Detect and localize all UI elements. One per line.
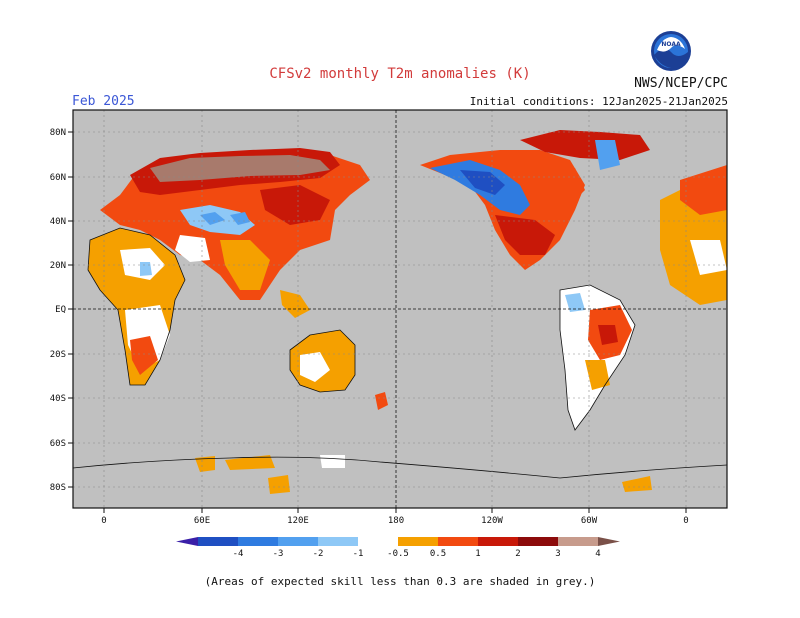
lat-label: EQ <box>55 305 66 315</box>
colorbar-label: -4 <box>233 549 244 559</box>
lon-label: 0 <box>683 516 688 526</box>
colorbar-label: 1 <box>475 549 480 559</box>
lat-label: 40N <box>50 217 66 227</box>
coastlines <box>73 227 727 479</box>
colorbar-label: -3 <box>273 549 284 559</box>
colorbar-label: 2 <box>515 549 520 559</box>
colorbar-label: -1 <box>353 549 364 559</box>
forecast-month: Feb 2025 <box>72 94 135 109</box>
agency-label: NWS/NCEP/CPC <box>634 76 728 91</box>
lat-label: 60N <box>50 173 66 183</box>
colorbar-labels: -4 -3 -2 -1 -0.5 0.5 1 2 3 4 <box>233 549 601 559</box>
axis-ticks <box>68 131 687 513</box>
colorbar-box <box>398 537 438 546</box>
noaa-logo: NOAA <box>651 31 691 71</box>
gridlines <box>73 110 727 508</box>
colorbar-box <box>438 537 478 546</box>
lon-label: 60E <box>194 516 210 526</box>
colorbar-label: -2 <box>313 549 324 559</box>
lon-label: 120W <box>481 516 503 526</box>
lat-label: 20N <box>50 261 66 271</box>
logo-text: NOAA <box>661 41 681 48</box>
colorbar-box <box>518 537 558 546</box>
colorbar-arrow-low <box>176 537 198 546</box>
colorbar-box <box>478 537 518 546</box>
lat-label: 60S <box>50 439 66 449</box>
anomaly-field <box>88 130 727 494</box>
colorbar-label: 0.5 <box>430 549 446 559</box>
lat-label: 80S <box>50 483 66 493</box>
lat-label: 20S <box>50 350 66 360</box>
colorbar-label: 4 <box>595 549 600 559</box>
lon-label: 0 <box>101 516 106 526</box>
colorbar-box <box>358 537 398 546</box>
colorbar-label: -0.5 <box>387 549 409 559</box>
colorbar-box <box>318 537 358 546</box>
lon-label: 120E <box>287 516 309 526</box>
lon-label: 180 <box>388 516 404 526</box>
colorbar-label: 3 <box>555 549 560 559</box>
colorbar-box <box>278 537 318 546</box>
chart-title: CFSv2 monthly T2m anomalies (K) <box>269 66 531 82</box>
colorbar-arrow-high <box>598 537 620 546</box>
colorbar-boxes <box>176 537 620 546</box>
lat-label: 80N <box>50 128 66 138</box>
colorbar-box <box>558 537 598 546</box>
colorbar-box <box>238 537 278 546</box>
lat-label: 40S <box>50 394 66 404</box>
colorbar-box <box>198 537 238 546</box>
lon-label: 60W <box>581 516 598 526</box>
initial-conditions: Initial conditions: 12Jan2025-21Jan2025 <box>469 95 728 108</box>
skill-note: (Areas of expected skill less than 0.3 a… <box>204 575 596 588</box>
